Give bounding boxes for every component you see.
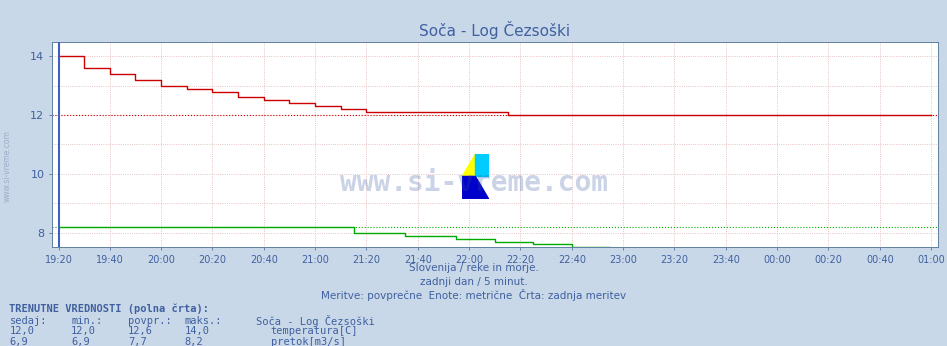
- Text: www.si-vreme.com: www.si-vreme.com: [3, 130, 12, 202]
- Text: zadnji dan / 5 minut.: zadnji dan / 5 minut.: [420, 277, 527, 287]
- Text: temperatura[C]: temperatura[C]: [271, 327, 358, 336]
- Text: 8,2: 8,2: [185, 337, 204, 346]
- Text: www.si-vreme.com: www.si-vreme.com: [340, 170, 607, 197]
- Text: pretok[m3/s]: pretok[m3/s]: [271, 337, 346, 346]
- Polygon shape: [462, 176, 489, 199]
- Text: 14,0: 14,0: [185, 327, 209, 336]
- Text: 12,0: 12,0: [71, 327, 96, 336]
- Text: Slovenija / reke in morje.: Slovenija / reke in morje.: [408, 263, 539, 273]
- Title: Soča - Log Čezsoški: Soča - Log Čezsoški: [420, 21, 570, 39]
- Text: Soča - Log Čezsoški: Soča - Log Čezsoški: [256, 315, 374, 327]
- Text: sedaj:: sedaj:: [9, 316, 47, 326]
- Text: maks.:: maks.:: [185, 316, 223, 326]
- Text: min.:: min.:: [71, 316, 102, 326]
- Text: povpr.:: povpr.:: [128, 316, 171, 326]
- Text: 6,9: 6,9: [71, 337, 90, 346]
- Polygon shape: [475, 154, 489, 176]
- Text: 6,9: 6,9: [9, 337, 28, 346]
- Text: 12,6: 12,6: [128, 327, 152, 336]
- Text: TRENUTNE VREDNOSTI (polna črta):: TRENUTNE VREDNOSTI (polna črta):: [9, 303, 209, 314]
- Text: Meritve: povprečne  Enote: metrične  Črta: zadnja meritev: Meritve: povprečne Enote: metrične Črta:…: [321, 289, 626, 301]
- Text: 12,0: 12,0: [9, 327, 34, 336]
- Polygon shape: [462, 154, 475, 176]
- Text: 7,7: 7,7: [128, 337, 147, 346]
